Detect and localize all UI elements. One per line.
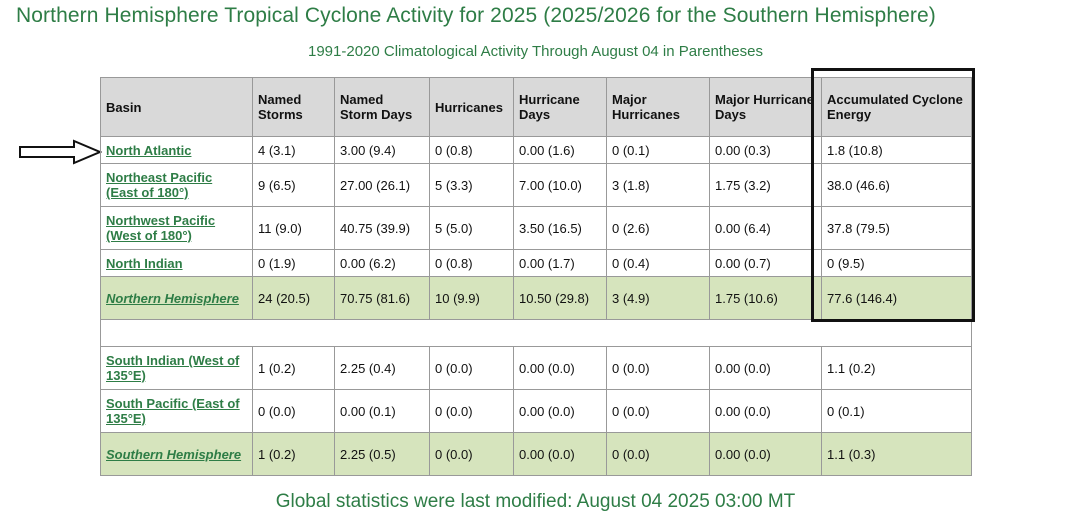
table-cell: 0.00 (0.0)	[513, 389, 607, 433]
basin-cell: Northeast Pacific (East of 180°)	[100, 163, 253, 207]
basin-link-southern-hemisphere[interactable]: Southern Hemisphere	[106, 446, 242, 462]
table-cell: 0.00 (0.0)	[709, 432, 822, 476]
table-row-total: Northern Hemisphere 24 (20.5) 70.75 (81.…	[100, 276, 972, 320]
table-cell: 4 (3.1)	[252, 136, 335, 164]
header-named-storms: Named Storms	[252, 77, 335, 137]
table-cell: 3 (1.8)	[606, 163, 710, 207]
table-cell: 3 (4.9)	[606, 276, 710, 320]
table-cell: 77.6 (146.4)	[821, 276, 972, 320]
table-cell: 0.00 (1.7)	[513, 249, 607, 277]
table-cell: 1.75 (3.2)	[709, 163, 822, 207]
header-basin: Basin	[100, 77, 253, 137]
table-cell: 0 (0.0)	[606, 432, 710, 476]
right-arrow-icon	[19, 139, 102, 165]
table-cell: 7.00 (10.0)	[513, 163, 607, 207]
basin-cell: Southern Hemisphere	[100, 432, 253, 476]
table-cell: 0 (0.1)	[821, 389, 972, 433]
table-cell: 11 (9.0)	[252, 206, 335, 250]
table-cell: 3.50 (16.5)	[513, 206, 607, 250]
basin-cell: North Atlantic	[100, 136, 253, 164]
header-named-storm-days: Named Storm Days	[334, 77, 430, 137]
basin-cell: North Indian	[100, 249, 253, 277]
table-cell: 1 (0.2)	[252, 346, 335, 390]
table-cell: 0.00 (0.0)	[709, 389, 822, 433]
table-cell: 40.75 (39.9)	[334, 206, 430, 250]
table-cell: 0 (0.0)	[606, 389, 710, 433]
table-cell: 0.00 (0.0)	[709, 346, 822, 390]
cyclone-stats-table: Basin Named Storms Named Storm Days Hurr…	[100, 77, 972, 476]
table-cell: 0 (1.9)	[252, 249, 335, 277]
basin-link-north-indian[interactable]: North Indian	[106, 255, 183, 271]
spacer-cell	[100, 319, 972, 347]
table-cell: 0 (2.6)	[606, 206, 710, 250]
basin-link-northern-hemisphere[interactable]: Northern Hemisphere	[106, 290, 239, 306]
table-cell: 0.00 (0.0)	[513, 432, 607, 476]
table-cell: 5 (3.3)	[429, 163, 514, 207]
table-row: North Indian 0 (1.9) 0.00 (6.2) 0 (0.8) …	[100, 249, 972, 277]
table-cell: 27.00 (26.1)	[334, 163, 430, 207]
table-cell: 3.00 (9.4)	[334, 136, 430, 164]
basin-link-northeast-pacific[interactable]: Northeast Pacific (East of 180°)	[106, 170, 213, 200]
table-row: Northwest Pacific (West of 180°) 11 (9.0…	[100, 206, 972, 250]
table-cell: 0 (9.5)	[821, 249, 972, 277]
header-hurricanes: Hurricanes	[429, 77, 514, 137]
table-cell: 0 (0.0)	[429, 432, 514, 476]
table-cell: 0 (0.1)	[606, 136, 710, 164]
table-cell: 0 (0.0)	[429, 346, 514, 390]
basin-cell: Northwest Pacific (West of 180°)	[100, 206, 253, 250]
page-title: Northern Hemisphere Tropical Cyclone Act…	[16, 4, 936, 27]
table-cell: 10 (9.9)	[429, 276, 514, 320]
basin-cell: Northern Hemisphere	[100, 276, 253, 320]
table-cell: 0 (0.8)	[429, 249, 514, 277]
table-cell: 0.00 (1.6)	[513, 136, 607, 164]
table-cell: 70.75 (81.6)	[334, 276, 430, 320]
table-cell: 1 (0.2)	[252, 432, 335, 476]
table-row: South Indian (West of 135°E) 1 (0.2) 2.2…	[100, 346, 972, 390]
basin-link-northwest-pacific[interactable]: Northwest Pacific (West of 180°)	[106, 213, 216, 243]
table-cell: 2.25 (0.4)	[334, 346, 430, 390]
table-row: Northeast Pacific (East of 180°) 9 (6.5)…	[100, 163, 972, 207]
table-cell: 10.50 (29.8)	[513, 276, 607, 320]
header-ace: Accumulated Cyclone Energy	[821, 77, 972, 137]
basin-cell: South Indian (West of 135°E)	[100, 346, 253, 390]
table-cell: 0 (0.0)	[252, 389, 335, 433]
table-cell: 0 (0.0)	[429, 389, 514, 433]
last-modified-note: Global statistics were last modified: Au…	[275, 491, 796, 512]
table-cell: 0.00 (6.4)	[709, 206, 822, 250]
basin-link-south-pacific[interactable]: South Pacific (East of 135°E)	[106, 396, 240, 426]
basin-link-south-indian[interactable]: South Indian (West of 135°E)	[106, 353, 240, 383]
table-cell: 1.75 (10.6)	[709, 276, 822, 320]
table-cell: 24 (20.5)	[252, 276, 335, 320]
table-row-total: Southern Hemisphere 1 (0.2) 2.25 (0.5) 0…	[100, 432, 972, 476]
table-cell: 5 (5.0)	[429, 206, 514, 250]
table-row: North Atlantic 4 (3.1) 3.00 (9.4) 0 (0.8…	[100, 136, 972, 164]
page-subtitle: 1991-2020 Climatological Activity Throug…	[307, 43, 763, 60]
header-hurricane-days: Hurricane Days	[513, 77, 607, 137]
table-cell: 0.00 (0.1)	[334, 389, 430, 433]
table-cell: 0.00 (0.3)	[709, 136, 822, 164]
table-cell: 0.00 (0.7)	[709, 249, 822, 277]
basin-cell: South Pacific (East of 135°E)	[100, 389, 253, 433]
header-row: Basin Named Storms Named Storm Days Hurr…	[100, 77, 972, 137]
table-cell: 1.8 (10.8)	[821, 136, 972, 164]
table-cell: 1.1 (0.3)	[821, 432, 972, 476]
table-row: South Pacific (East of 135°E) 0 (0.0) 0.…	[100, 389, 972, 433]
spacer-row	[100, 319, 972, 347]
table-cell: 0 (0.8)	[429, 136, 514, 164]
table-cell: 2.25 (0.5)	[334, 432, 430, 476]
header-major-hurricane-days: Major Hurricane Days	[709, 77, 822, 137]
header-major-hurricanes: Major Hurricanes	[606, 77, 710, 137]
table-cell: 1.1 (0.2)	[821, 346, 972, 390]
table-cell: 37.8 (79.5)	[821, 206, 972, 250]
table-cell: 0 (0.4)	[606, 249, 710, 277]
table-cell: 0 (0.0)	[606, 346, 710, 390]
table-cell: 38.0 (46.6)	[821, 163, 972, 207]
table-cell: 0.00 (6.2)	[334, 249, 430, 277]
table-cell: 9 (6.5)	[252, 163, 335, 207]
table-cell: 0.00 (0.0)	[513, 346, 607, 390]
basin-link-north-atlantic[interactable]: North Atlantic	[106, 142, 192, 158]
